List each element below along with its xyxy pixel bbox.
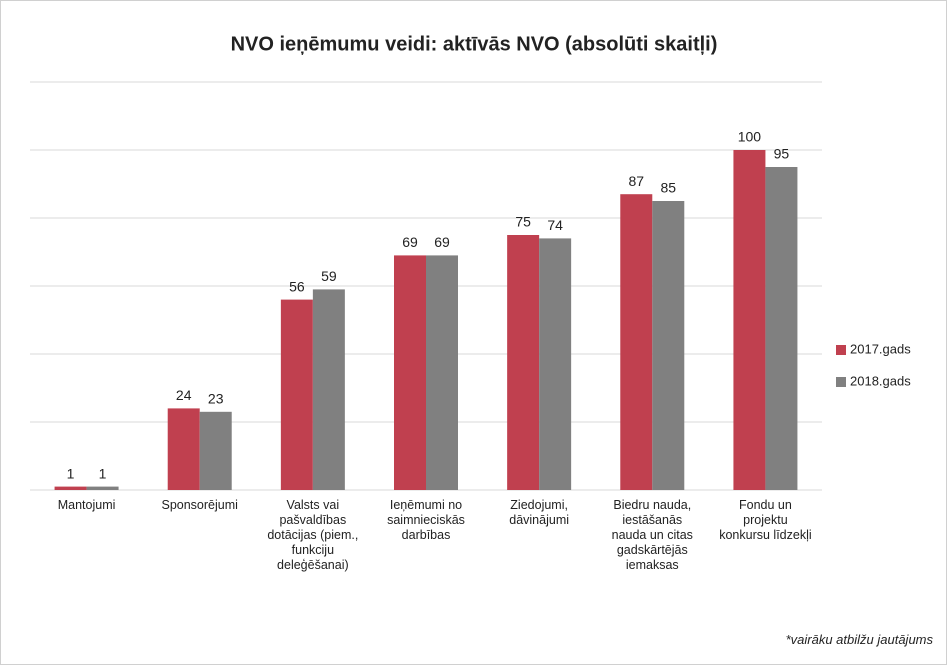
legend-swatch [836, 377, 846, 387]
bar [199, 411, 232, 490]
value-label: 69 [434, 234, 450, 250]
value-label: 100 [738, 129, 762, 145]
value-label: 87 [628, 173, 644, 189]
x-tick-label: Valsts vai pašvaldības dotācijas (piem.,… [267, 498, 359, 572]
value-label: 56 [289, 278, 305, 294]
legend-label: 2018.gads [850, 373, 911, 388]
value-label: 23 [208, 391, 224, 407]
value-label: 85 [660, 180, 676, 196]
bar [765, 167, 798, 490]
bar [280, 299, 313, 490]
bar [394, 255, 426, 490]
value-label: 24 [176, 387, 192, 403]
bar [54, 486, 87, 490]
value-label: 75 [515, 214, 531, 230]
x-tick-label: Sponsorējumi [161, 498, 238, 512]
value-label: 69 [402, 234, 418, 250]
bar [507, 235, 540, 490]
bar [620, 194, 653, 490]
bar [426, 255, 458, 490]
bar [539, 238, 572, 490]
x-tick-label: Fondu un projektu konkursu līdzekļi [719, 498, 812, 542]
x-tick-label: Ieņēmumi no saimnieciskās darbības [387, 498, 465, 542]
value-label: 59 [321, 268, 337, 284]
bar [312, 289, 345, 490]
value-label: 95 [774, 146, 790, 162]
bar [652, 201, 685, 490]
value-label: 1 [67, 465, 75, 481]
x-tick-label: Ziedojumi, dāvinājumi [509, 498, 570, 527]
chart-title: NVO ieņēmumu veidi: aktīvās NVO (absolūt… [231, 33, 718, 55]
legend-label: 2017.gads [850, 341, 911, 356]
bar [733, 150, 766, 490]
x-tick-label: Biedru nauda, iestāšanās nauda un citas … [611, 498, 693, 572]
bar [86, 486, 119, 490]
x-tick-label: Mantojumi [57, 498, 116, 512]
value-label: 74 [547, 217, 563, 233]
footnote: *vairāku atbilžu jautājums [785, 632, 933, 647]
bar [167, 408, 200, 490]
value-label: 1 [99, 465, 107, 481]
legend-swatch [836, 345, 846, 355]
